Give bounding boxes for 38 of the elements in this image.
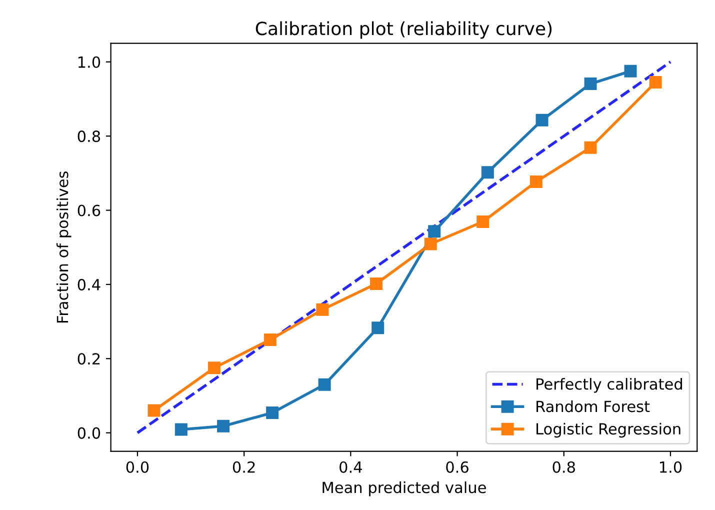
point bbox=[318, 378, 331, 391]
y-tick-label: 0.6 bbox=[78, 204, 100, 216]
point bbox=[316, 303, 329, 316]
point bbox=[428, 225, 441, 238]
point bbox=[372, 322, 384, 334]
y-tick-label: 0.4 bbox=[78, 278, 100, 290]
point bbox=[584, 141, 597, 154]
x-tick-label: 0.6 bbox=[446, 461, 468, 473]
point bbox=[148, 404, 160, 417]
point bbox=[174, 423, 188, 436]
legend-label: Perfectly calibrated bbox=[536, 378, 682, 393]
point bbox=[208, 362, 220, 374]
point bbox=[266, 406, 279, 420]
point bbox=[584, 78, 597, 90]
point bbox=[476, 216, 490, 228]
point bbox=[481, 166, 494, 179]
x-axis-title: Mean predicted value bbox=[322, 481, 486, 496]
y-tick-label: 0.0 bbox=[78, 427, 100, 439]
point bbox=[624, 64, 637, 78]
x-tick-label: 0.2 bbox=[232, 461, 255, 473]
x-tick-label: 1.0 bbox=[660, 461, 682, 473]
y-tick-label: 0.8 bbox=[78, 130, 100, 142]
legend-label: Random Forest bbox=[536, 400, 650, 412]
x-tick-label: 0.4 bbox=[340, 461, 362, 473]
point bbox=[264, 333, 276, 346]
x-tick-label: 0.0 bbox=[126, 461, 149, 473]
point bbox=[217, 420, 230, 432]
x-tick-label: 0.8 bbox=[552, 461, 575, 473]
legend-label: Logistic Regression bbox=[536, 422, 680, 438]
point bbox=[530, 175, 542, 188]
point bbox=[649, 76, 662, 89]
y-axis-title: Fraction of positives bbox=[56, 171, 72, 323]
point bbox=[424, 238, 437, 250]
y-tick-label: 0.2 bbox=[78, 353, 100, 365]
point bbox=[370, 277, 383, 290]
y-tick-label: 1.0 bbox=[78, 56, 100, 68]
chart-title: Calibration plot (reliability curve) bbox=[256, 21, 552, 39]
point bbox=[536, 114, 548, 126]
